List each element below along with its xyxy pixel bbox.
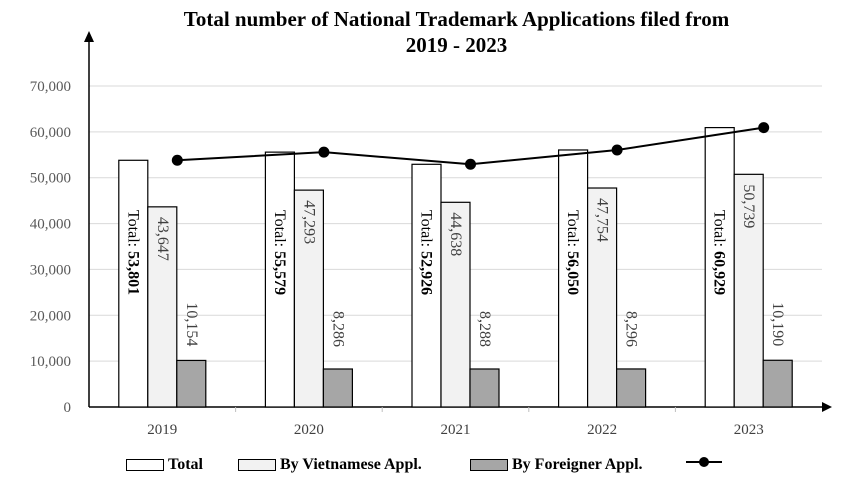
data-label: 43,647 (154, 217, 171, 261)
data-label: 8,296 (623, 311, 640, 347)
bar-0 (264, 151, 295, 408)
legend-label-total: Total (168, 456, 203, 473)
data-label: 8,286 (329, 311, 346, 347)
data-label: Total: 52,926 (418, 210, 435, 295)
bar-2 (762, 359, 793, 408)
bar-0 (704, 126, 735, 408)
bar-2 (176, 359, 207, 408)
y-tick-label: 60,000 (30, 125, 71, 141)
legend-swatch-total (126, 459, 164, 471)
legend-label-vietnamese: By Vietnamese Appl. (280, 456, 422, 473)
x-tick-label: 2020 (294, 422, 324, 438)
bar-1 (293, 189, 324, 408)
data-label: 10,190 (769, 302, 786, 346)
bar-1 (733, 173, 764, 408)
legend-swatch-foreigner (470, 459, 508, 471)
data-label: Total: 53,801 (125, 210, 142, 295)
bar-0 (557, 149, 589, 408)
bar-2 (322, 368, 353, 408)
y-tick-label: 50,000 (30, 171, 71, 187)
y-tick-label: 30,000 (30, 262, 71, 278)
bar-1 (147, 206, 178, 408)
x-tick-label: 2023 (734, 422, 764, 438)
bar-2 (615, 368, 647, 408)
legend-item-total: Total (126, 456, 203, 474)
legend-item-vietnamese: By Vietnamese Appl. (238, 456, 422, 474)
legend-swatch-vietnamese (238, 459, 276, 471)
y-tick-label: 70,000 (30, 79, 71, 95)
line-point (318, 146, 330, 158)
data-label: Total: 60,929 (711, 210, 728, 295)
bar-1 (586, 187, 618, 408)
data-label: 47,754 (594, 198, 611, 242)
chart-title-line-2: 2019 - 2023 (405, 33, 508, 57)
x-tick-label: 2022 (587, 422, 617, 438)
chart-title-line-1: Total number of National Trademark Appli… (183, 7, 730, 31)
data-label: 10,154 (183, 302, 200, 346)
y-tick-label: 0 (64, 400, 72, 416)
y-tick-label: 20,000 (30, 308, 71, 324)
data-label: 50,739 (740, 184, 757, 228)
legend: Total By Vietnamese Appl. By Foreigner A… (0, 456, 857, 478)
x-axis-arrow (822, 402, 832, 412)
x-tick-label: 2019 (147, 422, 177, 438)
chart-title: Total number of National Trademark Appli… (0, 6, 857, 58)
legend-line-marker (686, 456, 722, 468)
data-label: 8,288 (476, 311, 493, 347)
legend-item-foreigner: By Foreigner Appl. (470, 456, 643, 474)
line-point (758, 122, 770, 134)
line-point (465, 158, 476, 170)
bar-2 (469, 368, 500, 408)
legend-item-line (686, 456, 722, 468)
line-point (171, 154, 183, 166)
data-label: 47,293 (300, 200, 317, 244)
legend-label-foreigner: By Foreigner Appl. (512, 456, 643, 473)
x-tick-label: 2021 (441, 422, 471, 438)
data-label: Total: 56,050 (565, 210, 582, 295)
bar-1 (440, 201, 471, 408)
y-tick-label: 40,000 (30, 217, 71, 233)
data-label: 44,638 (447, 212, 464, 256)
y-axis-arrow (84, 31, 94, 42)
data-label: Total: 55,579 (271, 210, 288, 295)
line-point (611, 144, 623, 156)
bar-0 (411, 163, 442, 408)
y-tick-label: 10,000 (30, 354, 71, 370)
bar-0 (118, 159, 149, 408)
